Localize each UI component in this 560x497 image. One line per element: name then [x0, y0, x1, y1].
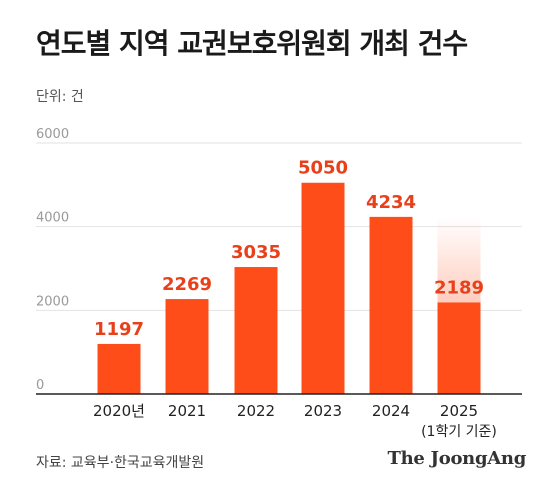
- bar: [369, 216, 413, 394]
- bar-value-label: 4234: [366, 192, 416, 213]
- brand-logo: The JoongAng: [387, 448, 527, 469]
- chart-title: 연도별 지역 교권보호위원회 개최 건수: [36, 27, 468, 60]
- y-tick-label: 2000: [36, 294, 69, 309]
- unit-label: 단위: 건: [36, 89, 84, 105]
- bar: [165, 299, 209, 394]
- x-tick-label: 2022: [237, 402, 275, 420]
- x-tick-label: 2025: [440, 402, 478, 420]
- source-note: 자료: 교육부·한국교육개발원: [36, 455, 205, 471]
- bar-value-label: 5050: [298, 158, 348, 179]
- bar-value-label: 2269: [162, 274, 212, 295]
- bar-projection: [437, 216, 481, 303]
- bar-value-label: 2189: [434, 277, 484, 298]
- y-tick-label: 4000: [36, 211, 69, 226]
- bar: [437, 302, 481, 394]
- x-tick-label: 2023: [304, 402, 342, 420]
- bar-value-label: 3035: [231, 242, 281, 263]
- x-tick-note: (1학기 기준): [421, 424, 497, 440]
- y-tick-label: 6000: [36, 127, 69, 142]
- bar-value-label: 1197: [94, 319, 144, 340]
- bar: [234, 267, 278, 394]
- y-tick-label: 0: [36, 378, 44, 393]
- bar: [301, 182, 345, 394]
- x-tick-label: 2024: [372, 402, 410, 420]
- x-tick-label: 2020년: [93, 402, 145, 420]
- bar: [97, 343, 141, 394]
- x-tick-label: 2021: [168, 402, 206, 420]
